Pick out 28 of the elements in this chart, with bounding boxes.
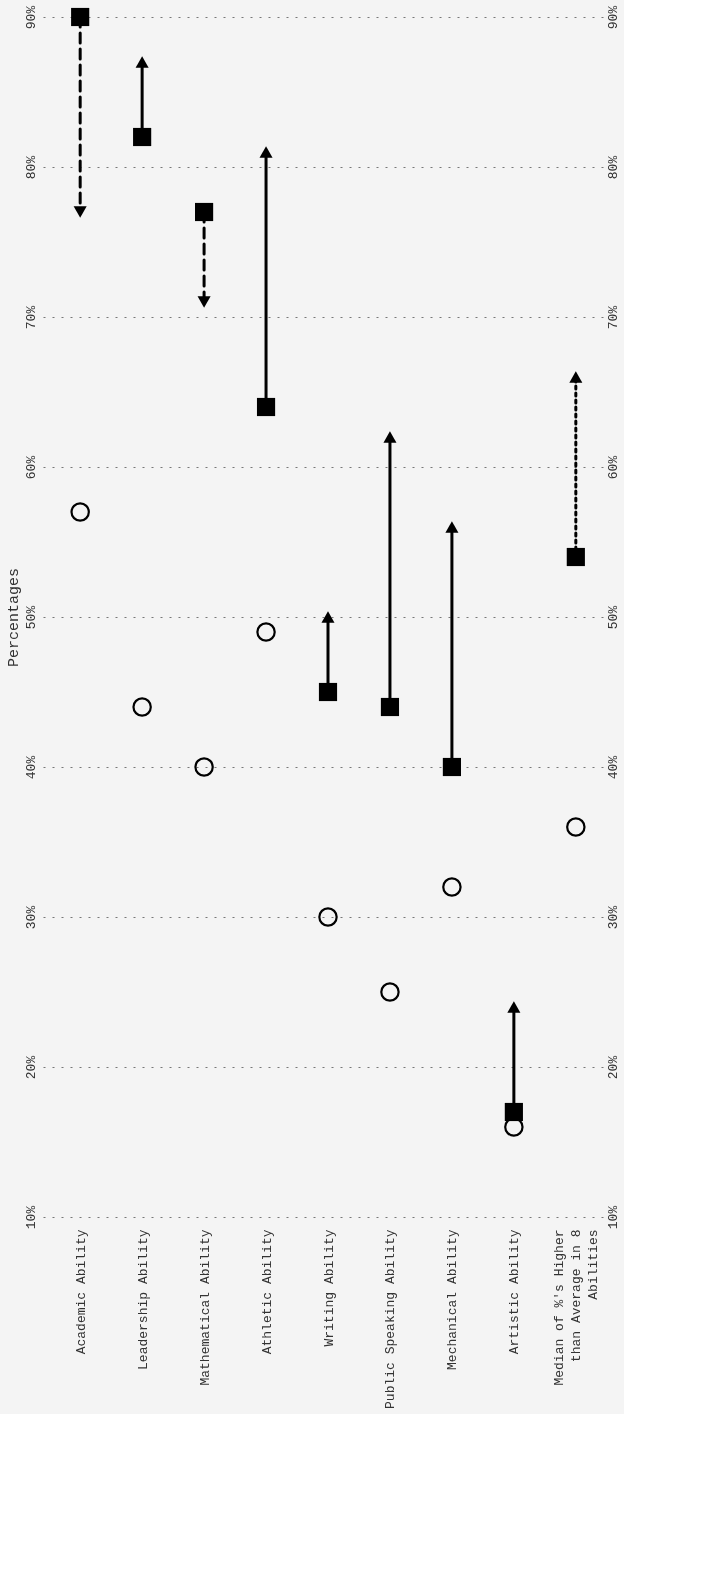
x-tick-label: Leadership Ability (135, 1229, 151, 1370)
text: 60% (23, 455, 39, 480)
x-tick-label: Median of %'s Higher than Average in 8 Abilities (552, 1229, 602, 1386)
y-tick-label: 70% (605, 305, 621, 330)
x-tick-label: Artistic Ability (507, 1229, 523, 1355)
text: 10% (23, 1205, 39, 1230)
text: 40% (23, 755, 39, 780)
y-tick-label: 30% (605, 905, 621, 930)
y-axis-title: Percentages (5, 567, 23, 668)
text: 50% (23, 605, 39, 630)
text: 20% (23, 1055, 39, 1080)
x-tick-label: Mechanical Ability (445, 1229, 461, 1370)
text: 70% (23, 305, 39, 330)
y-tick-label: 60% (605, 455, 621, 480)
y-tick-label: 40% (605, 755, 621, 780)
x-tick-label: Athletic Ability (259, 1229, 275, 1355)
y-tick-label: 90% (605, 5, 621, 30)
x-tick-label: Academic Ability (73, 1229, 89, 1355)
text: 80% (23, 155, 39, 180)
y-tick-label: 10% (605, 1205, 621, 1230)
x-tick-label: Writing Ability (321, 1229, 337, 1347)
y-tick-label: 20% (605, 1055, 621, 1080)
x-tick-label: Mathematical Ability (197, 1229, 213, 1386)
y-tick-label: 50% (605, 605, 621, 630)
text: 90% (23, 5, 39, 30)
text: 30% (23, 905, 39, 930)
y-tick-label: 80% (605, 155, 621, 180)
x-tick-label: Public Speaking Ability (383, 1229, 399, 1409)
